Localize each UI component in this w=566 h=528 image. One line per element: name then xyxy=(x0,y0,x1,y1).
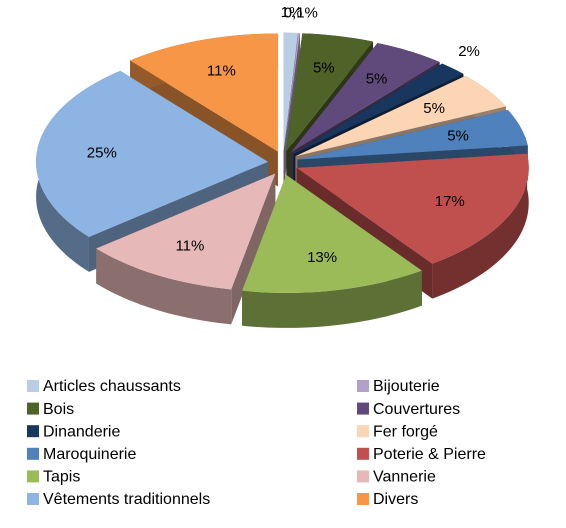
data-label: 1% xyxy=(281,4,303,21)
legend-label: Divers xyxy=(373,491,418,508)
legend-label: Bois xyxy=(43,401,74,418)
legend-label: Dinanderie xyxy=(43,423,120,440)
data-label: 25% xyxy=(87,145,117,162)
slice xyxy=(296,153,529,264)
legend-swatch xyxy=(357,402,369,415)
data-label: 2% xyxy=(458,43,480,60)
legend-label: Vêtements traditionnels xyxy=(43,491,210,508)
data-label: 5% xyxy=(366,71,388,88)
legend-swatch xyxy=(27,380,39,392)
legend-swatch xyxy=(27,447,39,460)
legend-swatch xyxy=(27,493,39,505)
legend-swatch xyxy=(357,447,369,460)
pie-slice xyxy=(96,173,276,325)
slice xyxy=(286,33,374,152)
slice xyxy=(130,33,278,152)
legend-label: Maroquinerie xyxy=(43,446,136,463)
data-label: 17% xyxy=(435,193,465,210)
data-label: 11% xyxy=(175,237,204,254)
pie-slice xyxy=(242,174,422,328)
legend-swatch xyxy=(27,402,39,415)
legend-swatch xyxy=(357,425,369,438)
slice xyxy=(283,33,300,151)
data-label: 0,1% xyxy=(284,4,318,21)
slice xyxy=(295,75,506,157)
legend-label: Poterie & Pierre xyxy=(373,446,486,463)
slice xyxy=(242,174,422,293)
legend-label: Tapis xyxy=(43,469,80,486)
slice-side xyxy=(96,248,232,325)
legend-label: Fer forgé xyxy=(373,423,438,440)
slice xyxy=(297,109,528,160)
legend-swatch xyxy=(27,425,39,438)
data-label: 11% xyxy=(207,63,236,80)
slice xyxy=(36,70,269,237)
legend-label: Vannerie xyxy=(373,469,436,486)
slice xyxy=(96,173,276,290)
legend-swatch xyxy=(357,380,369,392)
slice-side xyxy=(242,270,422,328)
legend-swatch xyxy=(357,470,369,483)
slice-side xyxy=(432,153,529,299)
slice xyxy=(290,43,440,153)
data-label: 5% xyxy=(423,100,445,117)
legend-swatch xyxy=(357,493,369,505)
legend-label: Couvertures xyxy=(373,401,460,418)
slice xyxy=(283,32,299,151)
legend-label: Bijouterie xyxy=(373,378,440,395)
data-label: 5% xyxy=(313,59,335,76)
slice xyxy=(293,63,464,155)
legend-label: Articles chaussants xyxy=(43,378,181,395)
data-label: 5% xyxy=(447,127,469,144)
legend-swatch xyxy=(27,470,39,483)
data-label: 13% xyxy=(307,249,337,266)
